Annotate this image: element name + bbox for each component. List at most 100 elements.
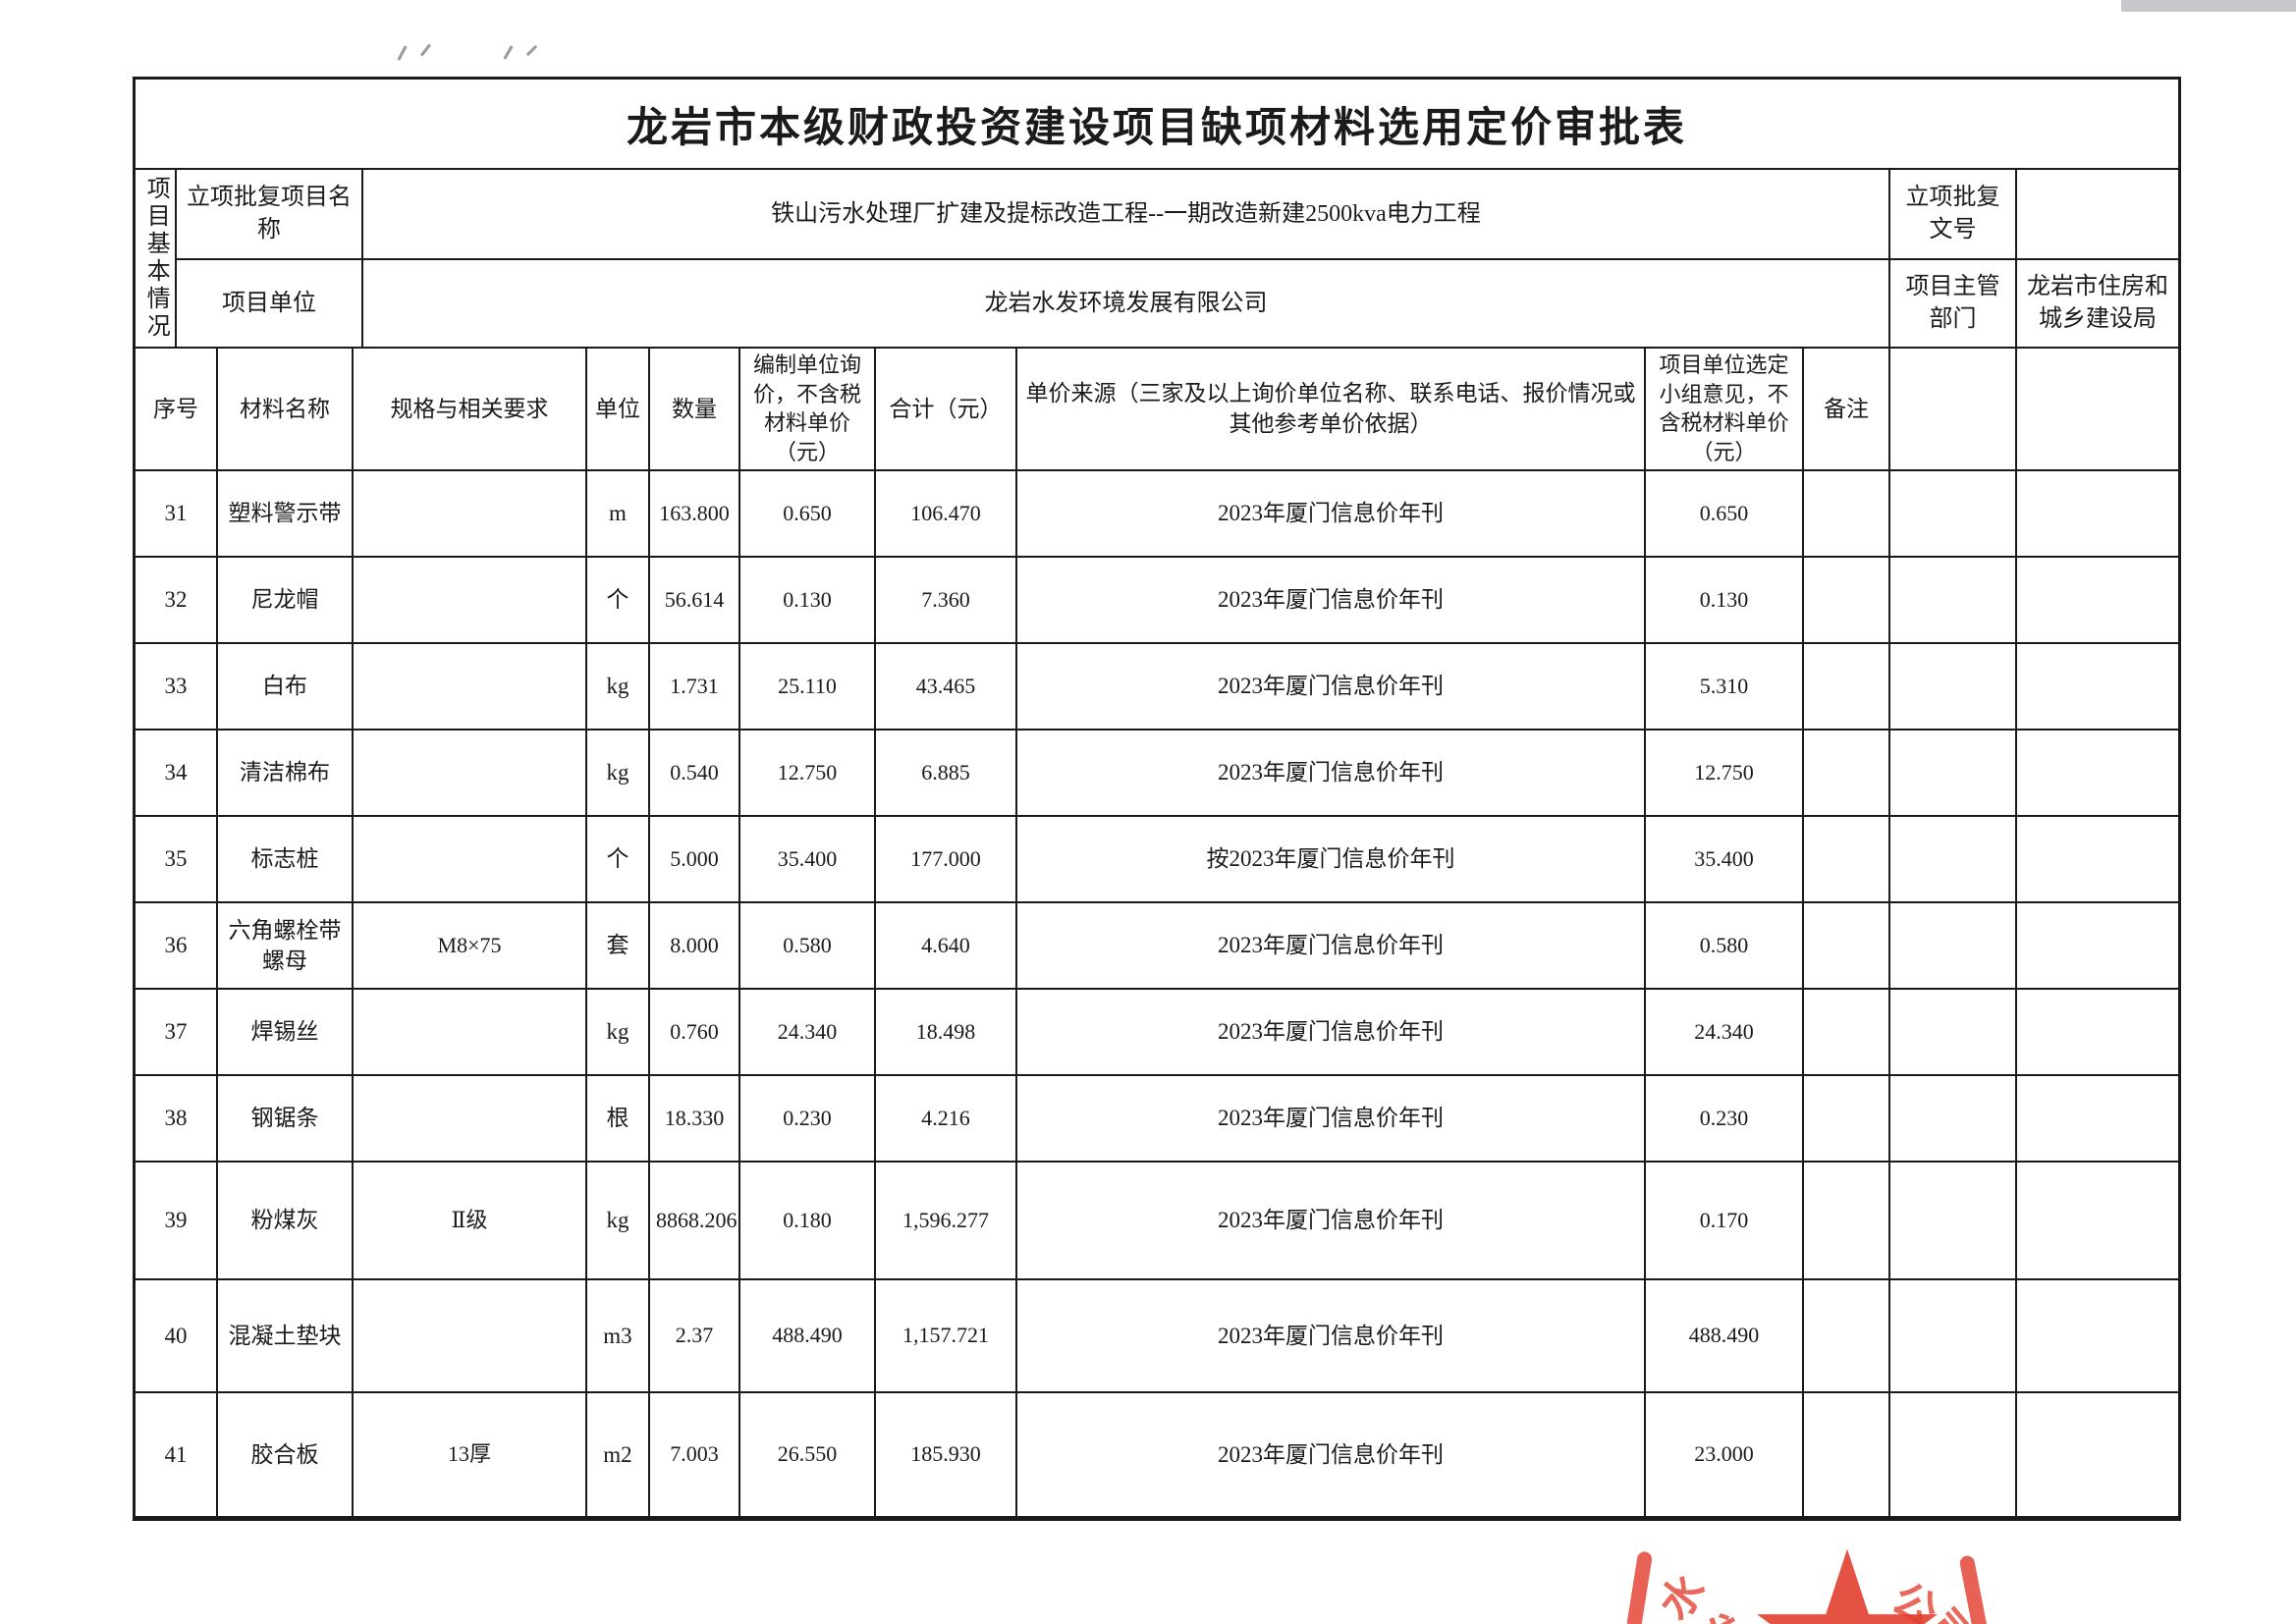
cell-blank bbox=[2015, 728, 2178, 817]
red-seal-stamp: ★ 水 发 公 司 bbox=[1571, 1512, 2121, 1624]
cell-blank bbox=[2015, 641, 2178, 731]
cell-remark bbox=[1802, 555, 1890, 644]
scan-artifact bbox=[2121, 0, 2296, 12]
cell-approved: 0.130 bbox=[1644, 555, 1804, 644]
cell-total: 43.465 bbox=[874, 641, 1017, 731]
cell-remark bbox=[1802, 900, 1890, 990]
cell-qty: 56.614 bbox=[648, 555, 740, 644]
cell-unit-price: 0.230 bbox=[738, 1073, 876, 1163]
cell-source: 按2023年厦门信息价年刊 bbox=[1015, 814, 1646, 903]
cell-source: 2023年厦门信息价年刊 bbox=[1015, 641, 1646, 731]
seal-text-fragment: 水 bbox=[1650, 1565, 1716, 1624]
cell-source: 2023年厦门信息价年刊 bbox=[1015, 728, 1646, 817]
cell-qty: 0.760 bbox=[648, 987, 740, 1076]
cell-remark bbox=[1802, 641, 1890, 731]
cell-source: 2023年厦门信息价年刊 bbox=[1015, 900, 1646, 990]
table-row: 40 混凝土垫块 m3 2.37 488.490 1,157.721 2023年… bbox=[136, 1277, 2178, 1393]
header-approved: 项目单位选定小组意见，不含税材料单价（元） bbox=[1644, 349, 1804, 471]
cell-source: 2023年厦门信息价年刊 bbox=[1015, 987, 1646, 1076]
seal-ring-segment bbox=[1958, 1554, 1989, 1624]
cell-no: 36 bbox=[136, 900, 218, 990]
cell-remark bbox=[1802, 1277, 1890, 1393]
cell-qty: 5.000 bbox=[648, 814, 740, 903]
cell-approved: 0.170 bbox=[1644, 1160, 1804, 1280]
header-total: 合计（元） bbox=[874, 349, 1017, 471]
dept-value: 龙岩市住房和城乡建设局 bbox=[2015, 257, 2178, 349]
cell-qty: 2.37 bbox=[648, 1277, 740, 1393]
header-blank-2 bbox=[2015, 349, 2178, 471]
project-unit-value: 龙岩水发环境发展有限公司 bbox=[361, 257, 1890, 349]
cell-spec bbox=[352, 641, 587, 731]
cell-qty: 7.003 bbox=[648, 1390, 740, 1518]
table-row: 39 粉煤灰 Ⅱ级 kg 8868.206 0.180 1,596.277 20… bbox=[136, 1160, 2178, 1280]
dept-label: 项目主管部门 bbox=[1888, 257, 2017, 349]
cell-qty: 1.731 bbox=[648, 641, 740, 731]
cell-remark bbox=[1802, 468, 1890, 558]
cell-no: 34 bbox=[136, 728, 218, 817]
cell-source: 2023年厦门信息价年刊 bbox=[1015, 1390, 1646, 1518]
table-row: 41 胶合板 13厚 m2 7.003 26.550 185.930 2023年… bbox=[136, 1390, 2178, 1518]
cell-unit-price: 26.550 bbox=[738, 1390, 876, 1518]
pen-mark bbox=[525, 44, 538, 57]
seal-ring-segment bbox=[1625, 1550, 1654, 1624]
cell-spec bbox=[352, 987, 587, 1076]
cell-blank bbox=[1888, 468, 2017, 558]
header-remark: 备注 bbox=[1802, 349, 1890, 471]
table-row: 35 标志桩 个 5.000 35.400 177.000 按2023年厦门信息… bbox=[136, 814, 2178, 903]
cell-blank bbox=[1888, 814, 2017, 903]
cell-no: 41 bbox=[136, 1390, 218, 1518]
cell-source: 2023年厦门信息价年刊 bbox=[1015, 468, 1646, 558]
cell-unit-price: 0.650 bbox=[738, 468, 876, 558]
cell-blank bbox=[1888, 728, 2017, 817]
cell-source: 2023年厦门信息价年刊 bbox=[1015, 555, 1646, 644]
cell-no: 33 bbox=[136, 641, 218, 731]
cell-approved: 0.230 bbox=[1644, 1073, 1804, 1163]
cell-unit: kg bbox=[585, 728, 650, 817]
table-row: 34 清洁棉布 kg 0.540 12.750 6.885 2023年厦门信息价… bbox=[136, 728, 2178, 817]
info-row-project-unit: 项目单位 龙岩水发环境发展有限公司 项目主管部门 龙岩市住房和城乡建设局 bbox=[136, 257, 2178, 349]
cell-no: 35 bbox=[136, 814, 218, 903]
cell-total: 185.930 bbox=[874, 1390, 1017, 1518]
table-row: 37 焊锡丝 kg 0.760 24.340 18.498 2023年厦门信息价… bbox=[136, 987, 2178, 1076]
cell-name: 白布 bbox=[216, 641, 354, 731]
cell-total: 18.498 bbox=[874, 987, 1017, 1076]
seal-text-fragment: 司 bbox=[1916, 1594, 1992, 1624]
cell-unit: 根 bbox=[585, 1073, 650, 1163]
cell-spec: Ⅱ级 bbox=[352, 1160, 587, 1280]
cell-unit: 套 bbox=[585, 900, 650, 990]
header-no: 序号 bbox=[136, 349, 218, 471]
cell-remark bbox=[1802, 987, 1890, 1076]
cell-unit: kg bbox=[585, 641, 650, 731]
cell-total: 4.216 bbox=[874, 1073, 1017, 1163]
cell-blank bbox=[2015, 555, 2178, 644]
cell-blank bbox=[2015, 814, 2178, 903]
pen-mark bbox=[420, 43, 431, 57]
header-source: 单价来源（三家及以上询价单位名称、联系电话、报价情况或其他参考单价依据） bbox=[1015, 349, 1646, 471]
cell-unit: kg bbox=[585, 1160, 650, 1280]
approval-doc-no-value bbox=[2015, 170, 2178, 260]
cell-blank bbox=[2015, 1160, 2178, 1280]
cell-blank bbox=[2015, 1390, 2178, 1518]
seal-text-fragment: 发 bbox=[1686, 1596, 1755, 1624]
page-title: 龙岩市本级财政投资建设项目缺项材料选用定价审批表 bbox=[136, 80, 2178, 170]
cell-no: 38 bbox=[136, 1073, 218, 1163]
header-name: 材料名称 bbox=[216, 349, 354, 471]
cell-total: 7.360 bbox=[874, 555, 1017, 644]
cell-blank bbox=[1888, 900, 2017, 990]
cell-blank bbox=[1888, 1390, 2017, 1518]
cell-qty: 8868.206 bbox=[648, 1160, 740, 1280]
cell-total: 177.000 bbox=[874, 814, 1017, 903]
cell-qty: 18.330 bbox=[648, 1073, 740, 1163]
cell-unit-price: 35.400 bbox=[738, 814, 876, 903]
cell-unit: m3 bbox=[585, 1277, 650, 1393]
cell-unit: 个 bbox=[585, 555, 650, 644]
cell-remark bbox=[1802, 1390, 1890, 1518]
cell-blank bbox=[2015, 987, 2178, 1076]
approval-form: 龙岩市本级财政投资建设项目缺项材料选用定价审批表 项目基本情况 立项批复项目名称… bbox=[133, 77, 2181, 1521]
cell-remark bbox=[1802, 1073, 1890, 1163]
cell-blank bbox=[1888, 641, 2017, 731]
cell-unit-price: 0.580 bbox=[738, 900, 876, 990]
header-blank-1 bbox=[1888, 349, 2017, 471]
cell-spec bbox=[352, 1277, 587, 1393]
